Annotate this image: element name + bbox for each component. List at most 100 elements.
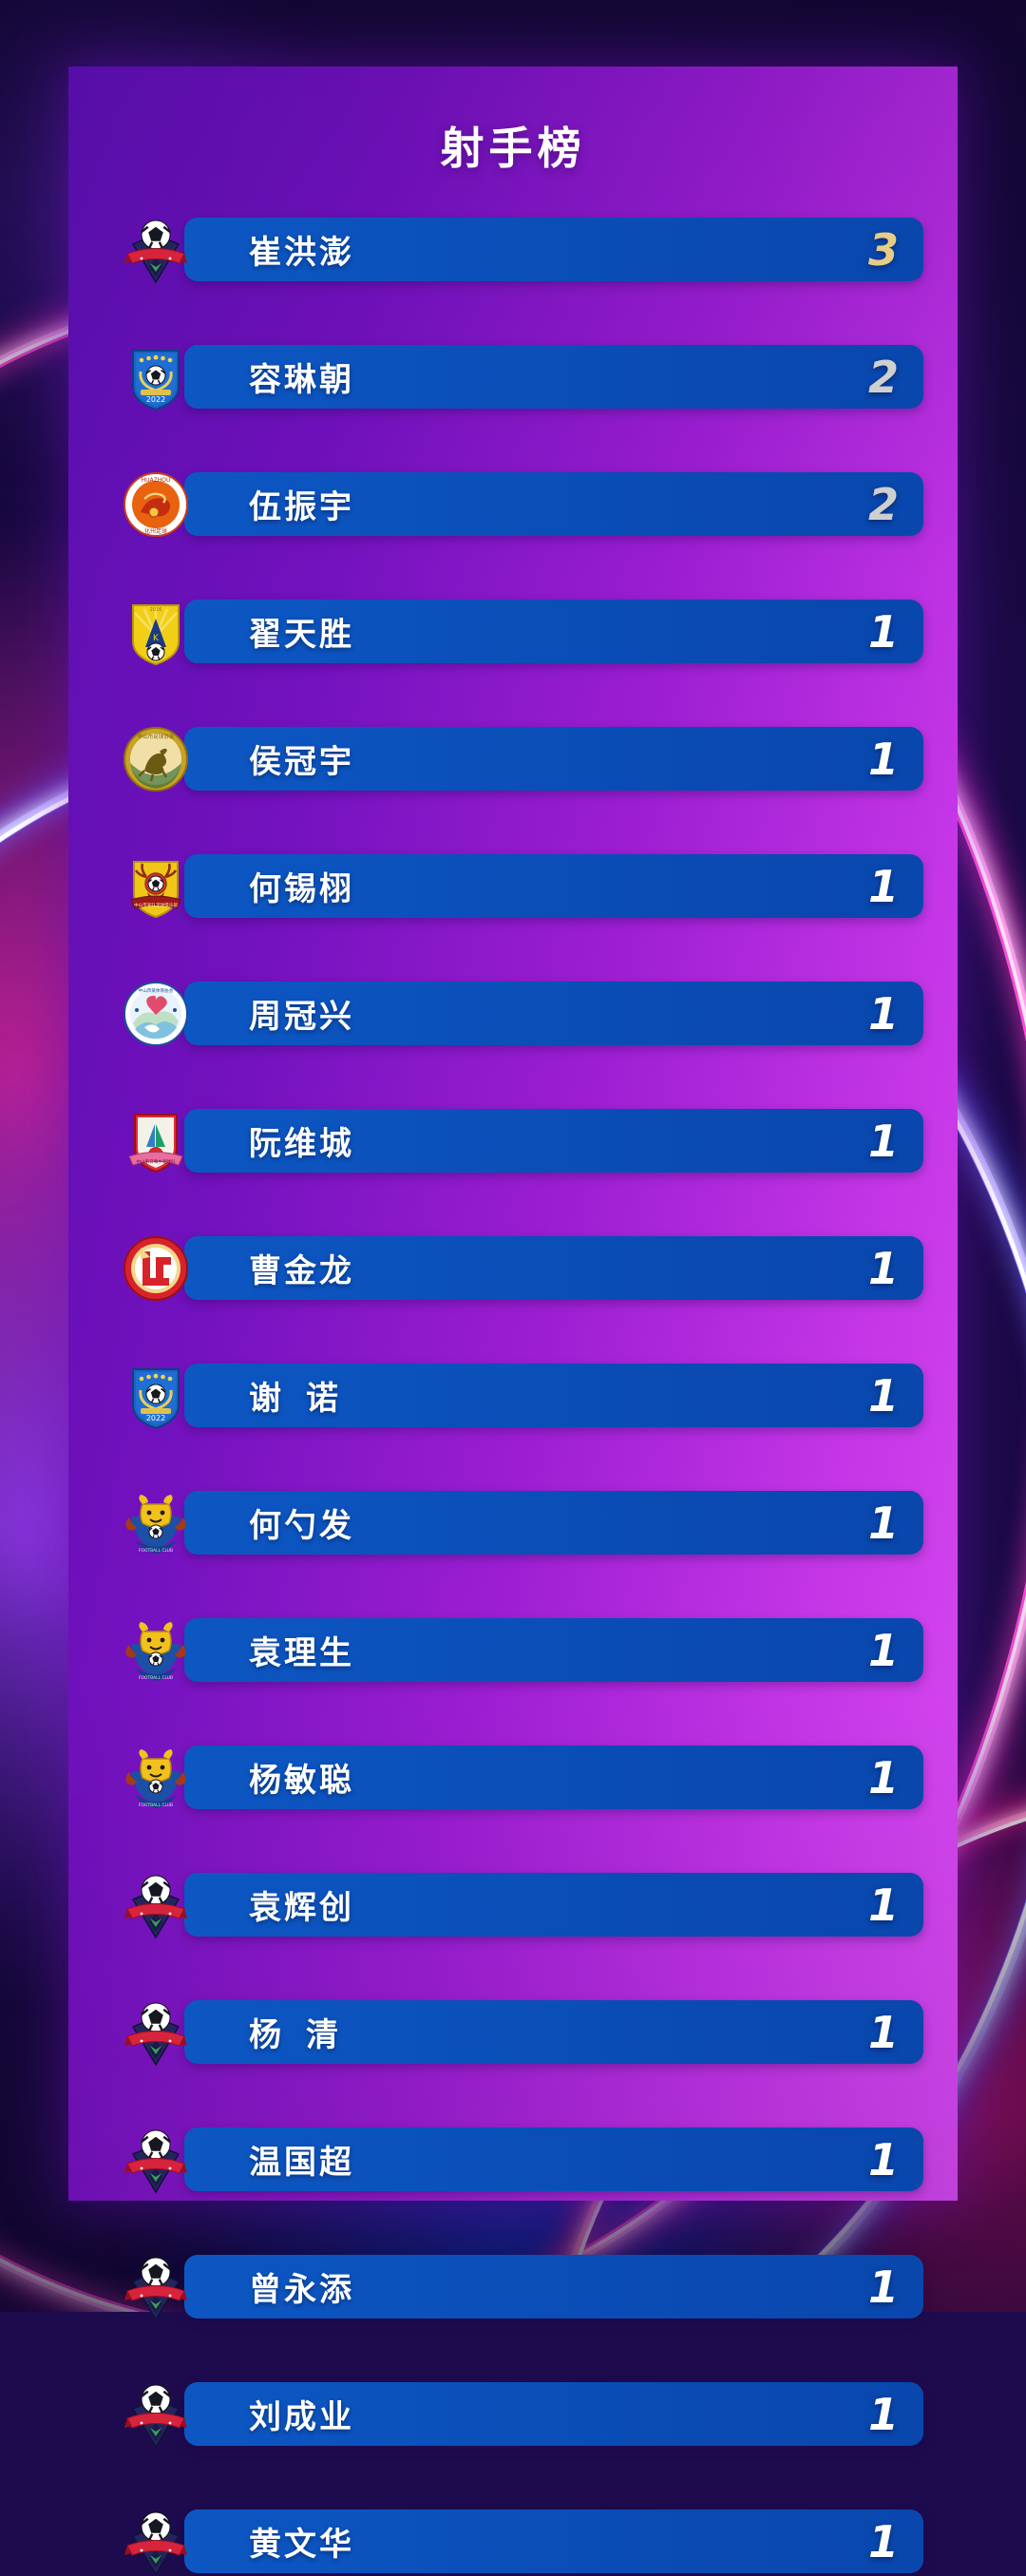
player-name: 翟天胜 xyxy=(249,617,354,653)
svg-text:中山市某队足球俱乐部: 中山市某队足球俱乐部 xyxy=(134,902,178,908)
team-crest-icon: 2022 xyxy=(122,343,190,411)
team-crest-icon: 中山市某体育协会 xyxy=(122,980,190,1048)
goal-count: 1 xyxy=(867,2388,899,2440)
scorer-row[interactable]: FOOTBALL CLUB 袁理生 1 xyxy=(125,1618,923,1682)
goal-count: 1 xyxy=(867,987,899,1040)
row-background-bar xyxy=(184,1873,923,1937)
goal-count: 1 xyxy=(867,1879,899,1931)
scorer-row[interactable]: FOOTBALL CLUB 何勺发 1 xyxy=(125,1491,923,1555)
goal-count: 2 xyxy=(867,351,899,403)
goal-count: 1 xyxy=(867,2006,899,2058)
row-spacer xyxy=(68,1809,958,1873)
scorer-row[interactable]: 黄文华 1 xyxy=(124,2509,923,2575)
goal-count: 1 xyxy=(867,1497,899,1549)
player-name: 曹金龙 xyxy=(249,1253,354,1289)
scorer-row[interactable]: K 2016 翟天胜 1 xyxy=(132,600,923,665)
player-name: 谢诺 xyxy=(249,1381,363,1417)
scorer-row[interactable]: 2022 谢诺 1 xyxy=(132,1364,923,1429)
row-background-bar xyxy=(184,345,923,409)
row-background-bar xyxy=(184,1236,923,1300)
scorer-row[interactable]: 刘成业 1 xyxy=(124,2382,923,2448)
goal-count: 1 xyxy=(867,2261,899,2313)
team-crest-icon xyxy=(122,1998,190,2067)
row-background-bar xyxy=(184,2255,923,2318)
row-spacer xyxy=(68,2446,958,2509)
scorer-row[interactable]: 温国超 1 xyxy=(124,2128,923,2193)
row-background-bar xyxy=(184,1491,923,1555)
goal-count: 1 xyxy=(867,1369,899,1422)
row-spacer xyxy=(68,1300,958,1364)
row-background-bar xyxy=(184,1109,923,1173)
scorer-row[interactable]: 中山市日和乡足球队 阮维城 1 xyxy=(128,1109,923,1173)
player-name: 曾永添 xyxy=(249,2272,354,2308)
player-name: 容琳朝 xyxy=(249,362,354,398)
player-name: 杨敏聪 xyxy=(249,1763,354,1799)
team-crest-icon xyxy=(122,2253,190,2321)
goal-count: 1 xyxy=(867,605,899,658)
goal-count: 1 xyxy=(867,2133,899,2185)
svg-text:HUAZHOU: HUAZHOU xyxy=(142,477,171,484)
team-crest-icon: 中山市足球协会 xyxy=(122,725,190,793)
page-title: 射手榜 xyxy=(440,124,586,173)
player-name: 阮维城 xyxy=(249,1126,354,1162)
player-name: 侯冠宇 xyxy=(249,744,354,780)
svg-text:2022: 2022 xyxy=(146,1414,165,1422)
scorer-row[interactable]: 中山市某队足球俱乐部 何锡栩 1 xyxy=(130,854,923,918)
player-name: 周冠兴 xyxy=(249,999,354,1035)
row-background-bar xyxy=(184,2128,923,2191)
team-crest-icon xyxy=(122,1234,190,1303)
scorer-row[interactable]: FOOTBALL CLUB 杨敏聪 1 xyxy=(125,1746,923,1809)
svg-text:FOOTBALL CLUB: FOOTBALL CLUB xyxy=(139,1675,173,1681)
goal-count: 1 xyxy=(867,1115,899,1167)
goal-count: 3 xyxy=(867,223,899,276)
svg-text:中山市某体育协会: 中山市某体育协会 xyxy=(139,987,174,994)
scorer-row[interactable]: 中山市某体育协会 周冠兴 1 xyxy=(124,981,923,1046)
scorer-row[interactable]: 中山市足球协会 侯冠宇 1 xyxy=(124,726,923,792)
team-crest-icon: FOOTBALL CLUB xyxy=(122,1744,190,1812)
team-crest-icon: HUAZHOU 化州足球 xyxy=(122,470,190,539)
row-background-bar xyxy=(184,1746,923,1809)
scorer-row[interactable]: 曾永添 1 xyxy=(124,2255,923,2320)
team-crest-icon: 中山市日和乡足球队 xyxy=(122,1107,190,1175)
scorer-row[interactable]: 2022 容琳朝 2 xyxy=(132,345,923,410)
player-name: 袁理生 xyxy=(249,1635,354,1671)
team-crest-icon xyxy=(122,216,190,284)
scorer-row[interactable]: 崔洪澎 3 xyxy=(124,218,923,283)
row-spacer xyxy=(68,2064,958,2128)
player-name: 袁辉创 xyxy=(249,1890,354,1926)
row-spacer xyxy=(68,281,958,345)
row-background-bar xyxy=(184,1618,923,1682)
row-spacer xyxy=(68,791,958,854)
team-crest-icon: FOOTBALL CLUB xyxy=(122,1616,190,1685)
scorer-row[interactable]: 袁辉创 1 xyxy=(124,1873,923,1938)
svg-text:FOOTBALL CLUB: FOOTBALL CLUB xyxy=(139,1548,173,1554)
team-crest-icon xyxy=(122,2126,190,2194)
goal-count: 1 xyxy=(867,1624,899,1676)
team-crest-icon xyxy=(122,2508,190,2576)
goal-count: 2 xyxy=(867,478,899,530)
goal-count: 1 xyxy=(867,733,899,785)
team-crest-icon xyxy=(122,2380,190,2449)
player-name: 杨清 xyxy=(249,2017,363,2053)
svg-text:FOOTBALL CLUB: FOOTBALL CLUB xyxy=(139,1803,173,1808)
row-spacer xyxy=(68,2191,958,2255)
scorer-row[interactable]: HUAZHOU 化州足球 伍振宇 2 xyxy=(124,471,923,537)
row-spacer xyxy=(68,536,958,600)
row-spacer xyxy=(68,1173,958,1236)
player-name: 何勺发 xyxy=(249,1508,354,1544)
scorer-row[interactable]: 杨清 1 xyxy=(124,2000,923,2066)
row-background-bar xyxy=(184,472,923,536)
player-name: 刘成业 xyxy=(249,2399,354,2435)
goal-count: 1 xyxy=(867,860,899,912)
svg-text:化州足球: 化州足球 xyxy=(144,527,167,535)
goal-count: 1 xyxy=(867,1751,899,1803)
team-crest-icon: 中山市某队足球俱乐部 xyxy=(122,852,190,921)
player-name: 伍振宇 xyxy=(249,489,354,525)
scorer-row[interactable]: 曹金龙 1 xyxy=(124,1235,923,1301)
svg-text:2016: 2016 xyxy=(150,607,162,613)
scorer-board-card: 射手榜 崔洪澎 3 xyxy=(68,67,958,2575)
row-spacer xyxy=(68,1427,958,1491)
player-name: 黄文华 xyxy=(249,2527,354,2563)
scorer-list: 崔洪澎 3 2022 容琳朝 2 xyxy=(68,218,958,2575)
row-spacer xyxy=(68,918,958,982)
